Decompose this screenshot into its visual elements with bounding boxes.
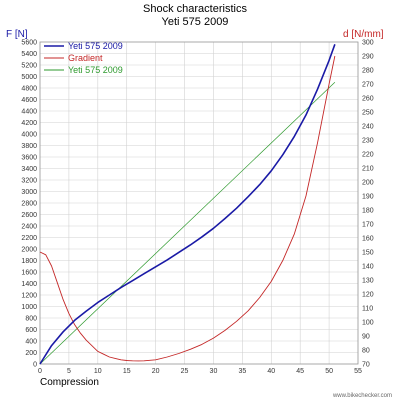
x-tick-label: 40	[267, 368, 275, 375]
y-left-tick-label: 2000	[21, 246, 37, 253]
series-layer	[39, 44, 336, 365]
y-left-tick-label: 4800	[21, 85, 37, 92]
y-left-tick-label: 4000	[21, 131, 37, 138]
y-right-tick-label: 260	[362, 95, 374, 102]
y-left-tick-label: 200	[25, 350, 37, 357]
y-left-tick-label: 5200	[21, 62, 37, 69]
legend-label: Yeti 575 2009	[68, 41, 123, 51]
y-right-tick-label: 220	[362, 151, 374, 158]
y-right-tick-label: 140	[362, 263, 374, 270]
x-tick-label: 5	[67, 368, 71, 375]
x-tick-label: 15	[123, 368, 131, 375]
legend-label: Gradient	[68, 53, 103, 63]
x-ticks: 0 5 10 15 20 25 30 35 40 45 50 55	[38, 368, 362, 375]
x-axis-title: Compression	[40, 377, 99, 388]
series-line-3	[39, 81, 336, 365]
y-left-tick-label: 1000	[21, 304, 37, 311]
x-tick-label: 45	[296, 368, 304, 375]
x-tick-label: 50	[325, 368, 333, 375]
y-left-tick-label: 3400	[21, 166, 37, 173]
x-tick-label: 55	[354, 368, 362, 375]
y-left-tick-label: 2600	[21, 212, 37, 219]
y-right-tick-label: 190	[362, 193, 374, 200]
y-right-axis-title: d [N/mm]	[343, 29, 384, 40]
x-tick-label: 10	[94, 368, 102, 375]
y-left-tick-label: 5400	[21, 51, 37, 58]
y-left-tick-label: 4200	[21, 120, 37, 127]
y-right-tick-label: 180	[362, 207, 374, 214]
x-tick-label: 25	[181, 368, 189, 375]
y-right-tick-label: 160	[362, 235, 374, 242]
y-left-tick-label: 1400	[21, 281, 37, 288]
y-right-tick-label: 290	[362, 53, 374, 60]
y-right-tick-label: 100	[362, 319, 374, 326]
y-left-tick-label: 5600	[21, 39, 37, 46]
y-left-tick-label: 0	[33, 361, 37, 368]
y-left-tick-label: 4600	[21, 97, 37, 104]
grid	[39, 41, 359, 365]
y-right-tick-label: 120	[362, 291, 374, 298]
y-right-tick-label: 170	[362, 221, 374, 228]
series-line-1	[39, 44, 336, 365]
y-right-tick-label: 80	[362, 347, 370, 354]
legend-label: Yeti 575 2009	[68, 65, 123, 75]
y-left-tick-label: 2200	[21, 235, 37, 242]
y-left-tick-label: 5000	[21, 74, 37, 81]
watermark: www.bikechecker.com	[332, 393, 392, 399]
y-left-tick-label: 800	[25, 315, 37, 322]
y-left-tick-label: 4400	[21, 108, 37, 115]
y-left-tick-label: 2800	[21, 200, 37, 207]
y-right-tick-label: 130	[362, 277, 374, 284]
y-right-ticks: 70 80 90 100 110 120 130 140 150 160 170 180 190 200 2…	[362, 39, 374, 368]
y-right-tick-label: 270	[362, 81, 374, 88]
y-left-tick-label: 1200	[21, 292, 37, 299]
y-left-tick-label: 600	[25, 327, 37, 334]
y-left-axis-title: F [N]	[6, 29, 28, 40]
y-right-tick-label: 240	[362, 123, 374, 130]
y-right-tick-label: 70	[362, 361, 370, 368]
series-line-2	[39, 55, 336, 362]
x-tick-label: 30	[210, 368, 218, 375]
x-tick-label: 20	[152, 368, 160, 375]
y-right-tick-label: 110	[362, 305, 373, 312]
y-right-tick-label: 250	[362, 109, 374, 116]
y-right-tick-label: 210	[362, 165, 374, 172]
y-left-tick-label: 3600	[21, 154, 37, 161]
y-left-tick-label: 3800	[21, 143, 37, 150]
y-left-tick-label: 1800	[21, 258, 37, 265]
y-left-tick-label: 1600	[21, 269, 37, 276]
y-left-tick-label: 3200	[21, 177, 37, 184]
x-tick-label: 35	[238, 368, 246, 375]
chart-title: Shock characteristics	[143, 3, 247, 15]
legend: Yeti 575 2009 Gradient Yeti 575 2009	[44, 41, 123, 75]
y-right-tick-label: 90	[362, 333, 370, 340]
plot-frame	[39, 41, 359, 365]
y-right-tick-label: 150	[362, 249, 374, 256]
x-tick-label: 0	[38, 368, 42, 375]
y-left-tick-label: 2400	[21, 223, 37, 230]
y-right-tick-label: 300	[362, 39, 374, 46]
y-left-tick-label: 400	[25, 338, 37, 345]
y-right-tick-label: 280	[362, 67, 374, 74]
y-right-tick-label: 200	[362, 179, 374, 186]
chart-subtitle: Yeti 575 2009	[162, 16, 229, 28]
y-left-tick-label: 3000	[21, 189, 37, 196]
y-left-ticks: 0 200 400 600 800 1000 1200 1400 1600 1800 2000 220…	[21, 39, 37, 368]
y-right-tick-label: 230	[362, 137, 374, 144]
